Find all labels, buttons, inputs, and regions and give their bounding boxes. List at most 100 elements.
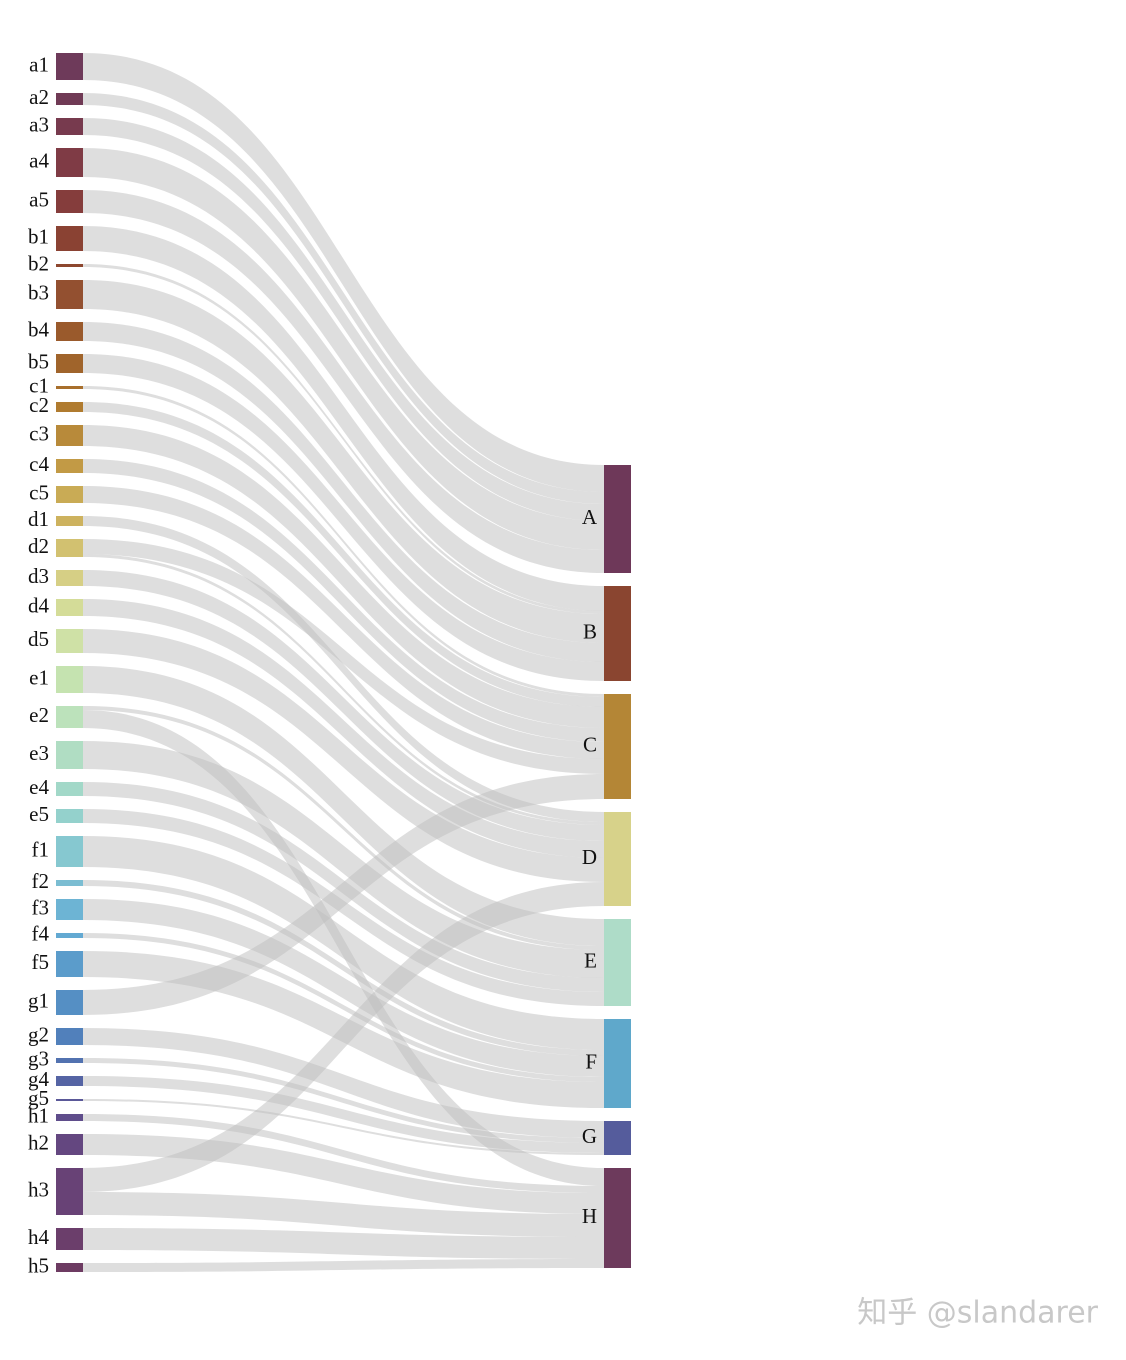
link [83, 226, 604, 611]
node [56, 899, 83, 920]
link [83, 386, 604, 697]
node [56, 1263, 83, 1272]
link [83, 280, 604, 643]
node [56, 599, 83, 616]
node-label: g4 [28, 1067, 50, 1091]
node [604, 1121, 631, 1155]
node [56, 386, 83, 389]
link [83, 1259, 604, 1272]
node [56, 666, 83, 693]
node [604, 694, 631, 799]
node-label: d3 [28, 564, 49, 588]
node-label: F [585, 1049, 597, 1073]
node [604, 1168, 631, 1268]
node [56, 459, 83, 473]
node-label: c1 [29, 373, 49, 397]
node-label: b4 [28, 317, 50, 341]
node-label: e5 [29, 802, 49, 826]
link [83, 899, 604, 1077]
node-label: A [582, 505, 598, 529]
node [56, 539, 83, 557]
link [83, 882, 604, 1192]
node [56, 402, 83, 412]
node [56, 1058, 83, 1063]
node [56, 148, 83, 177]
node [604, 812, 631, 906]
link [83, 1114, 604, 1193]
link [83, 836, 604, 1050]
node-label: g3 [28, 1046, 49, 1070]
node [56, 516, 83, 526]
node [604, 1019, 631, 1108]
link [83, 741, 604, 978]
node [56, 933, 83, 938]
node-label: e2 [29, 703, 49, 727]
node [56, 741, 83, 769]
link [83, 425, 604, 728]
node [56, 990, 83, 1015]
node-label: d2 [28, 534, 49, 558]
node-label: d1 [28, 507, 49, 531]
link [83, 1028, 604, 1138]
link [83, 93, 604, 504]
node-label: g1 [28, 988, 49, 1012]
node-label: B [583, 619, 597, 643]
node [56, 264, 83, 267]
link [83, 53, 604, 492]
link [83, 118, 604, 521]
node-label: a3 [29, 112, 49, 136]
watermark: 知乎 @slandarer [857, 1296, 1098, 1331]
node [56, 706, 83, 728]
link [83, 148, 604, 550]
node-label: f4 [32, 921, 50, 945]
node [604, 919, 631, 1006]
node [56, 1028, 83, 1045]
link [83, 1076, 604, 1153]
link [83, 459, 604, 742]
node-label: h5 [28, 1253, 49, 1277]
link [83, 554, 604, 825]
link [83, 666, 604, 946]
link [83, 809, 604, 1006]
node-label: H [582, 1204, 597, 1228]
link [83, 933, 604, 1082]
node-label: E [584, 948, 597, 972]
link [83, 322, 604, 662]
node-label: b3 [28, 280, 49, 304]
link [83, 599, 604, 858]
node [56, 226, 83, 251]
node-label: d5 [28, 627, 49, 651]
node-label: h2 [28, 1130, 49, 1154]
node [56, 836, 83, 867]
link [83, 264, 604, 614]
node-label: a5 [29, 187, 49, 211]
node-label: e4 [29, 775, 49, 799]
link [83, 1192, 604, 1237]
node [56, 190, 83, 213]
node [56, 1228, 83, 1250]
node-label: b5 [28, 349, 49, 373]
node [56, 951, 83, 977]
link [83, 629, 604, 882]
link [83, 354, 604, 681]
node-label: f5 [32, 950, 50, 974]
node [56, 880, 83, 886]
node [56, 322, 83, 341]
node-label: e1 [29, 665, 49, 689]
node-label: h1 [28, 1103, 49, 1127]
node [56, 118, 83, 135]
node-label: g5 [28, 1086, 49, 1110]
node [56, 1114, 83, 1121]
link [83, 880, 604, 1056]
node-label: c5 [29, 480, 49, 504]
node [56, 782, 83, 796]
node [56, 1168, 83, 1215]
link [83, 570, 604, 841]
node [56, 1099, 83, 1101]
node-label: C [583, 732, 597, 756]
node [604, 586, 631, 681]
link [83, 516, 604, 822]
link [83, 402, 604, 707]
